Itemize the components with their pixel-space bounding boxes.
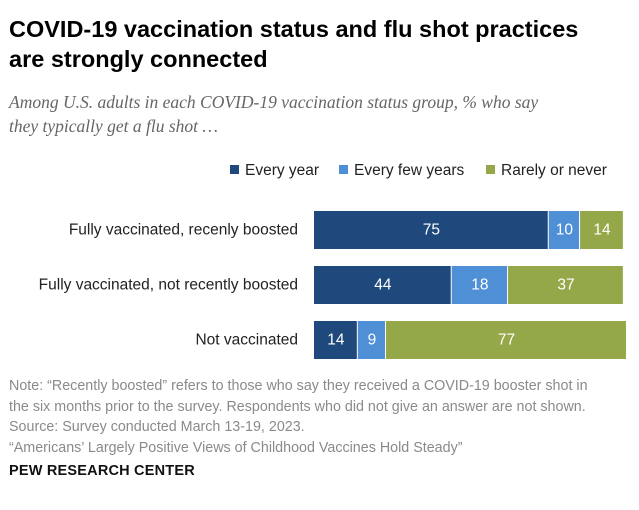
data-label-every-year-not-vaccinated: 14 <box>327 332 345 349</box>
data-label-every-few-years-fully-vaccinated-recenly-boosted: 10 <box>556 222 574 239</box>
chart-subtitle-line-1: Among U.S. adults in each COVID-19 vacci… <box>9 92 539 112</box>
chart-title-line-1: COVID-19 vaccination status and flu shot… <box>9 16 579 42</box>
bar-every-year-fully-vaccinated-recenly-boosted <box>314 211 548 249</box>
chart-title-line-2: are strongly connected <box>9 46 268 72</box>
legend-item-rarely-or-never: Rarely or never <box>486 160 607 182</box>
legend-swatch-rarely-or-never <box>486 165 495 175</box>
legend-item-every-few-years: Every few years <box>339 160 464 182</box>
note-line-1: Note: “Recently boosted” refers to those… <box>9 378 588 394</box>
bar-every-few-years-not-vaccinated <box>357 321 385 359</box>
legend-swatch-every-year <box>230 165 239 175</box>
chart-subtitle-line-2: they typically get a flu shot … <box>9 116 218 136</box>
bar-every-few-years-fully-vaccinated-recenly-boosted <box>548 211 580 249</box>
data-label-rarely-or-never-fully-vaccinated-not-recently-boosted: 37 <box>557 277 574 294</box>
stacked-bar-chart: Fully vaccinated, recenly boosted 75 10 14 F… <box>39 211 626 359</box>
note-line-2: the six months prior to the survey. Resp… <box>9 398 586 415</box>
data-label-every-year-fully-vaccinated-not-recently-boosted: 44 <box>374 277 392 294</box>
bar-every-few-years-fully-vaccinated-not-recently-boosted <box>451 266 508 304</box>
category-label-fully-vaccinated-recenly-boosted: Fully vaccinated, recenly boosted <box>69 222 298 239</box>
data-label-every-year-fully-vaccinated-recenly-boosted: 75 <box>423 222 440 239</box>
legend-item-every-year: Every year <box>230 160 319 182</box>
source-line: Source: Survey conducted March 13-19, 20… <box>9 419 305 435</box>
bar-every-year-not-vaccinated <box>314 321 357 359</box>
category-label-fully-vaccinated-not-recently-boosted: Fully vaccinated, not recently boosted <box>39 277 298 294</box>
chart-note: Note: “Recently boosted” refers to those… <box>9 376 634 458</box>
report-title-line: “Americans’ Largely Positive Views of Ch… <box>9 439 463 456</box>
legend-swatch-every-few-years <box>339 165 348 175</box>
bar-every-year-fully-vaccinated-not-recently-boosted <box>314 266 451 304</box>
data-label-every-few-years-fully-vaccinated-not-recently-boosted: 18 <box>471 277 488 294</box>
legend-label-rarely-or-never: Rarely or never <box>501 162 607 179</box>
data-label-rarely-or-never-not-vaccinated: 77 <box>498 332 515 349</box>
bar-rarely-or-never-fully-vaccinated-not-recently-boosted <box>508 266 623 304</box>
chart-subtitle: Among U.S. adults in each COVID-19 vacci… <box>9 90 629 138</box>
pew-research-center-logo-text: PEW RESEARCH CENTER <box>9 463 195 479</box>
legend-label-every-few-years: Every few years <box>354 162 465 179</box>
chart-title: COVID-19 vaccination status and flu shot… <box>9 14 629 74</box>
data-label-every-few-years-not-vaccinated: 9 <box>368 332 377 349</box>
chart-legend: Every year Every few years Rarely or nev… <box>0 160 639 182</box>
bar-rarely-or-never-not-vaccinated <box>385 321 626 359</box>
data-label-rarely-or-never-fully-vaccinated-recenly-boosted: 14 <box>593 222 611 239</box>
legend-label-every-year: Every year <box>245 162 320 179</box>
bar-rarely-or-never-fully-vaccinated-recenly-boosted <box>580 211 623 249</box>
category-label-not-vaccinated: Not vaccinated <box>195 332 298 349</box>
